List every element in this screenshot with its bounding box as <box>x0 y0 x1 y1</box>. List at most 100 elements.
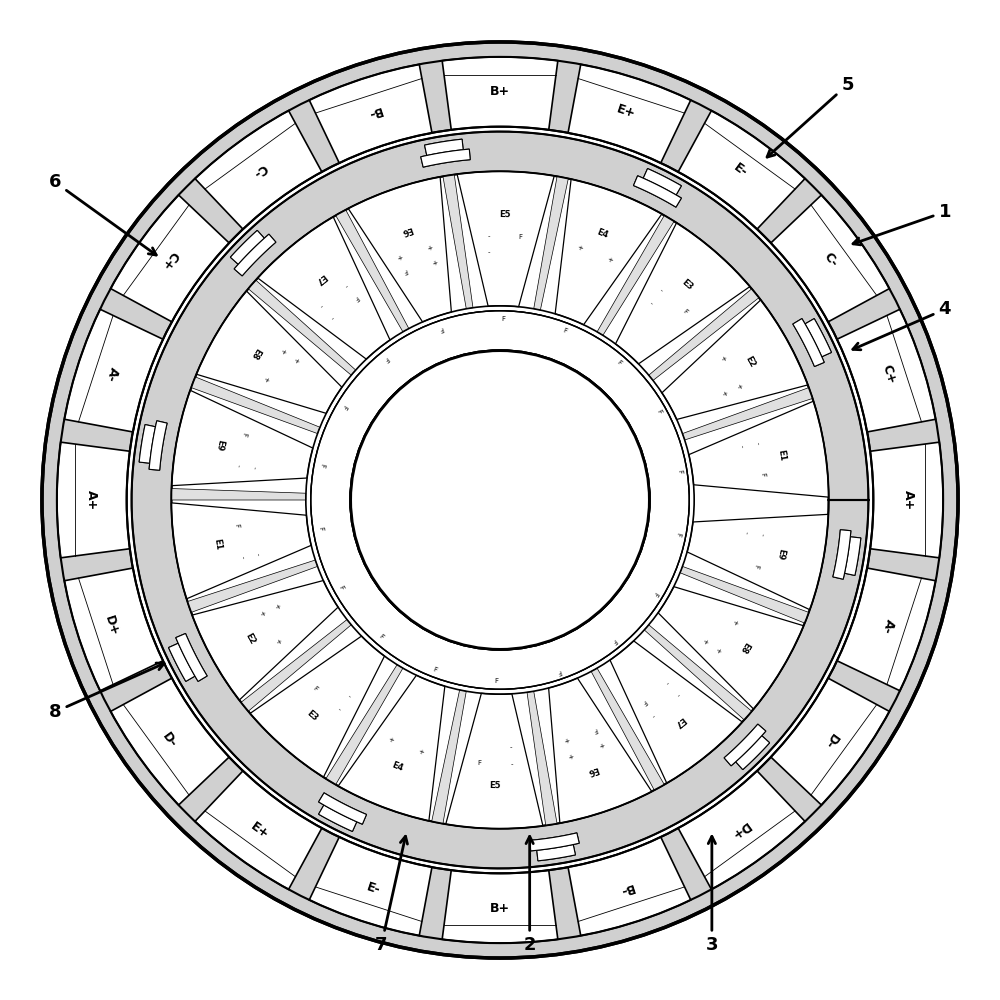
Text: -: - <box>759 533 765 536</box>
Text: -: - <box>676 692 681 698</box>
Polygon shape <box>57 442 130 558</box>
Polygon shape <box>139 425 155 463</box>
Polygon shape <box>432 690 466 824</box>
Polygon shape <box>537 845 575 861</box>
Polygon shape <box>195 771 322 889</box>
Polygon shape <box>615 223 750 364</box>
Text: -: - <box>650 712 656 718</box>
Polygon shape <box>176 633 207 681</box>
Text: F: F <box>234 523 240 528</box>
Polygon shape <box>833 530 851 579</box>
Text: F: F <box>519 234 523 240</box>
Text: E8: E8 <box>248 346 262 360</box>
Polygon shape <box>336 210 409 332</box>
Text: F: F <box>501 316 505 322</box>
Circle shape <box>351 351 649 649</box>
Text: F: F <box>338 585 345 591</box>
Polygon shape <box>689 401 829 497</box>
Text: -: - <box>344 282 350 288</box>
Text: F: F <box>760 472 766 477</box>
Polygon shape <box>111 678 229 805</box>
Polygon shape <box>568 64 691 163</box>
Text: -: - <box>755 441 761 445</box>
Polygon shape <box>319 793 367 824</box>
Polygon shape <box>643 169 681 195</box>
Polygon shape <box>649 289 759 380</box>
Text: +: + <box>258 610 266 618</box>
Text: F: F <box>556 668 562 675</box>
Text: F: F <box>477 760 481 766</box>
Text: -: - <box>658 287 664 294</box>
Polygon shape <box>319 805 357 831</box>
Polygon shape <box>771 195 889 322</box>
Text: +: + <box>606 256 613 264</box>
Polygon shape <box>425 139 463 155</box>
Circle shape <box>351 351 649 649</box>
Text: B+: B+ <box>490 85 510 98</box>
Polygon shape <box>549 678 652 823</box>
Text: +: + <box>273 638 281 646</box>
Polygon shape <box>195 111 322 229</box>
Text: +: + <box>720 389 728 397</box>
Text: -: - <box>239 555 245 559</box>
Text: -: - <box>251 466 257 469</box>
Polygon shape <box>527 691 557 825</box>
Polygon shape <box>241 620 351 711</box>
Text: F: F <box>676 469 683 474</box>
Polygon shape <box>192 581 338 700</box>
Text: -: - <box>510 745 512 751</box>
Polygon shape <box>446 693 543 829</box>
Text: 4: 4 <box>853 300 951 350</box>
Text: D+: D+ <box>728 819 752 842</box>
Text: F: F <box>402 267 408 274</box>
Polygon shape <box>172 390 313 486</box>
Text: E1: E1 <box>213 538 223 551</box>
Polygon shape <box>833 530 851 579</box>
Text: -: - <box>330 314 335 320</box>
Polygon shape <box>250 636 385 777</box>
Text: -: - <box>319 302 324 308</box>
Text: E1: E1 <box>777 449 787 462</box>
Polygon shape <box>319 805 357 831</box>
Text: F: F <box>382 355 389 363</box>
Text: E2: E2 <box>243 631 257 646</box>
Text: 6: 6 <box>49 173 156 255</box>
Polygon shape <box>309 64 432 163</box>
Text: -: - <box>739 445 745 448</box>
Text: E7: E7 <box>672 715 687 729</box>
Polygon shape <box>687 514 828 610</box>
Text: +: + <box>576 244 583 252</box>
Text: D-: D- <box>160 730 180 750</box>
Text: E5: E5 <box>499 210 511 219</box>
Text: E9: E9 <box>214 439 225 452</box>
Text: -: - <box>336 706 342 713</box>
Text: B-: B- <box>617 880 635 897</box>
Polygon shape <box>64 568 163 691</box>
Text: -: - <box>743 531 749 534</box>
Text: +: + <box>430 257 437 265</box>
Polygon shape <box>771 678 889 805</box>
Polygon shape <box>139 425 155 463</box>
Polygon shape <box>457 171 554 307</box>
Polygon shape <box>736 736 770 770</box>
Text: -: - <box>648 300 654 306</box>
Polygon shape <box>176 633 207 681</box>
Text: 1: 1 <box>853 203 951 245</box>
Polygon shape <box>348 177 451 322</box>
Text: 5: 5 <box>767 76 854 157</box>
Polygon shape <box>187 560 318 612</box>
Text: +: + <box>387 736 394 744</box>
Text: C-: C- <box>821 250 840 270</box>
Circle shape <box>42 42 958 958</box>
Polygon shape <box>805 319 831 357</box>
Text: F: F <box>311 685 318 692</box>
Text: B-: B- <box>365 103 383 120</box>
Polygon shape <box>633 176 681 207</box>
Text: F: F <box>611 637 618 645</box>
Polygon shape <box>845 537 861 575</box>
Polygon shape <box>870 442 943 558</box>
Polygon shape <box>597 215 674 335</box>
Text: E-: E- <box>365 880 382 897</box>
Polygon shape <box>680 566 809 623</box>
Polygon shape <box>64 309 163 432</box>
